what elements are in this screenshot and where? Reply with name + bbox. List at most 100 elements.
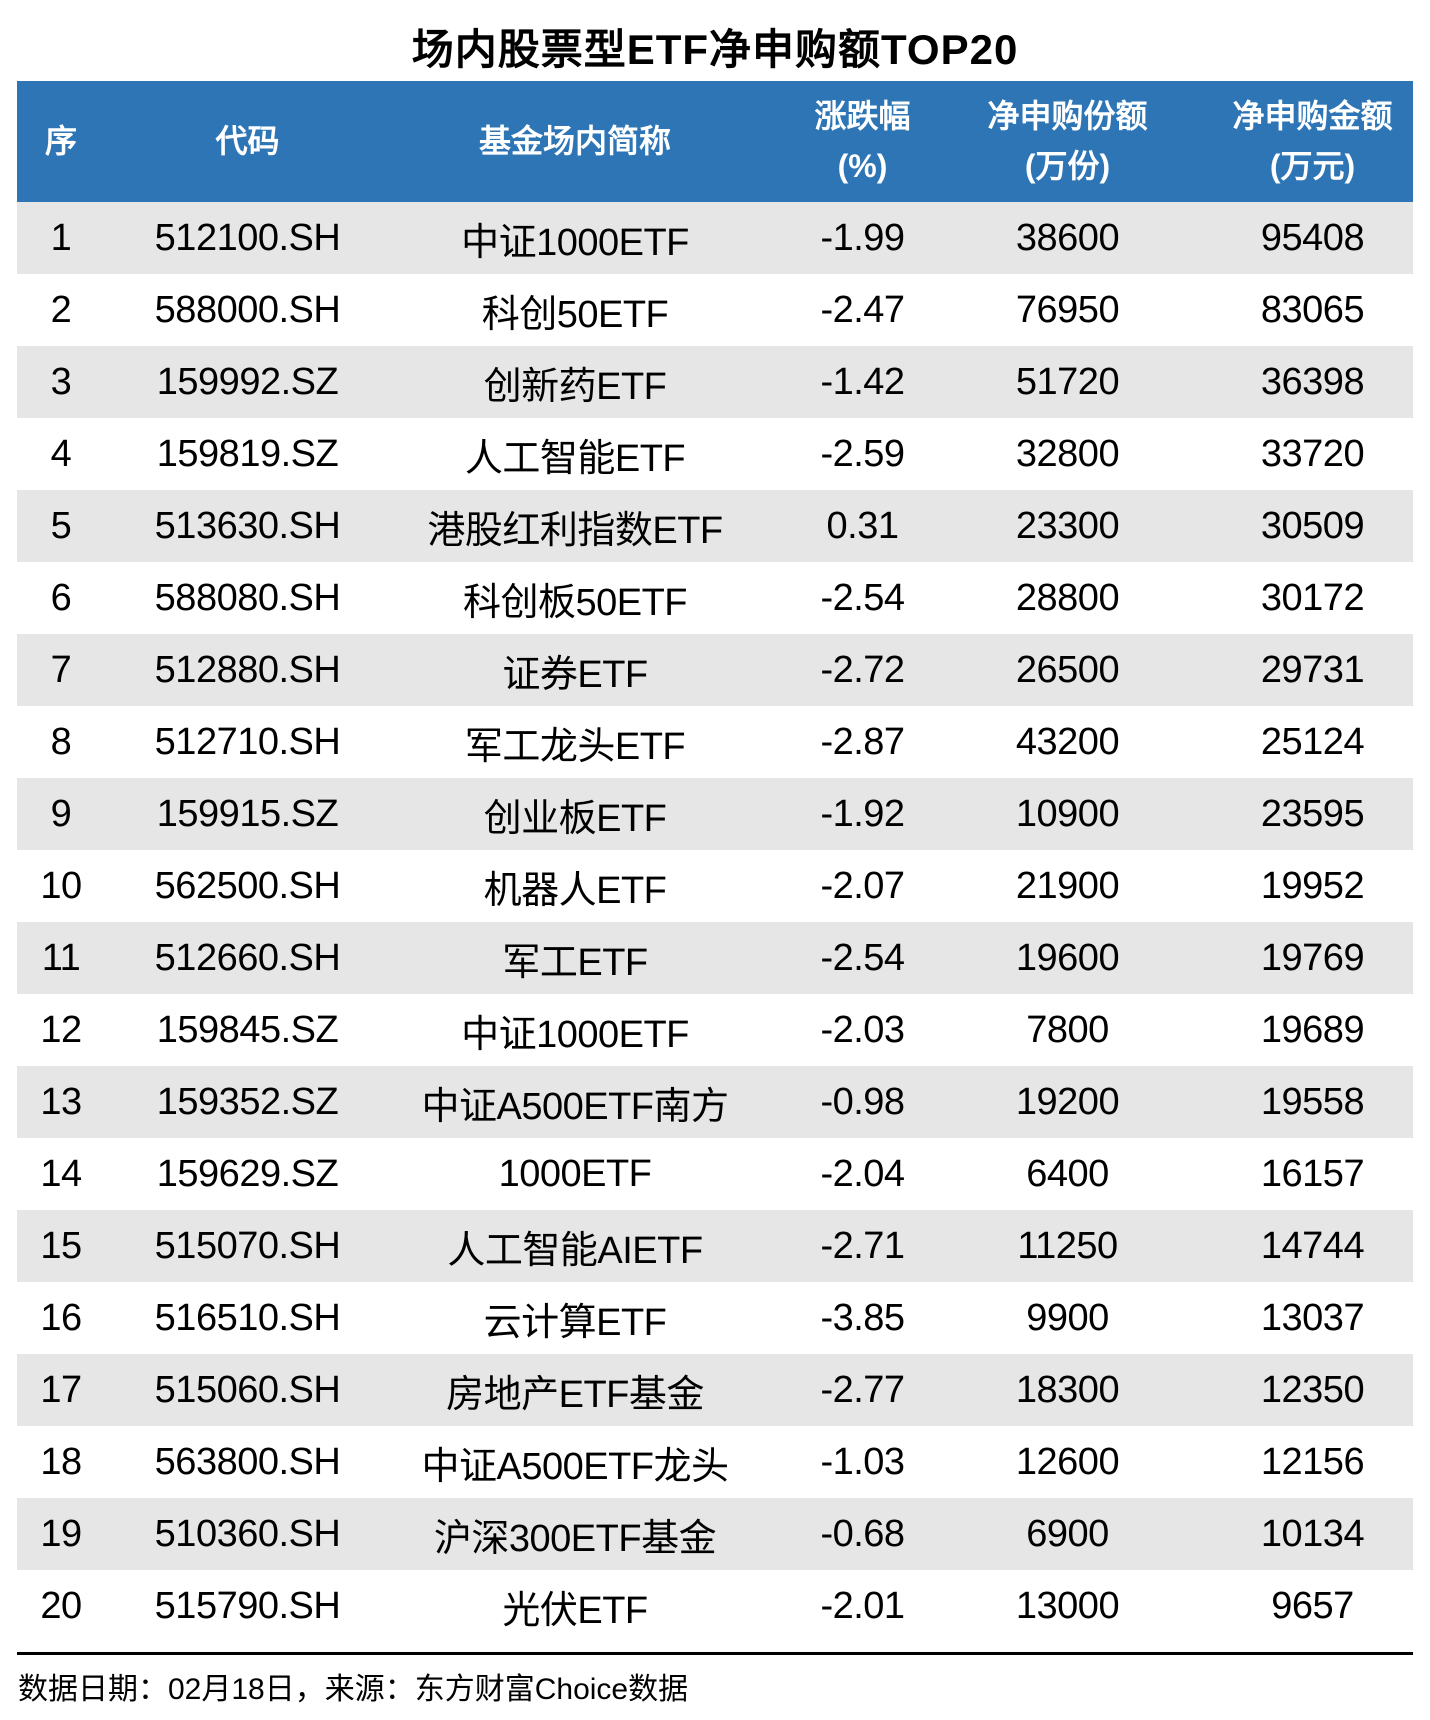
col-header-unit: (%) bbox=[837, 147, 888, 184]
cell-change-pct: -1.42 bbox=[760, 346, 965, 418]
cell-net-shares: 28800 bbox=[965, 562, 1170, 634]
cell-net-shares: 76950 bbox=[965, 274, 1170, 346]
cell-fund-name: 1000ETF bbox=[390, 1138, 760, 1210]
cell-net-shares: 23300 bbox=[965, 490, 1170, 562]
cell-seq: 16 bbox=[17, 1282, 105, 1354]
cell-fund-name: 中证A500ETF南方 bbox=[390, 1066, 760, 1138]
cell-fund-name: 科创板50ETF bbox=[390, 562, 760, 634]
cell-code: 159629.SZ bbox=[105, 1138, 390, 1210]
cell-net-shares: 13000 bbox=[965, 1570, 1170, 1642]
col-header-net-shares: 净申购份额 (万份) bbox=[965, 81, 1170, 202]
cell-change-pct: -1.92 bbox=[760, 778, 965, 850]
table-row: 18 563800.SH 中证A500ETF龙头 -1.03 12600 121… bbox=[17, 1426, 1413, 1498]
cell-code: 512880.SH bbox=[105, 634, 390, 706]
col-header-label: 基金场内简称 bbox=[478, 122, 671, 159]
cell-net-shares: 19600 bbox=[965, 922, 1170, 994]
cell-net-shares: 6900 bbox=[965, 1498, 1170, 1570]
cell-fund-name: 沪深300ETF基金 bbox=[390, 1498, 760, 1570]
page-title: 场内股票型ETF净申购额TOP20 bbox=[411, 26, 1019, 73]
cell-fund-name: 光伏ETF bbox=[390, 1570, 760, 1642]
table-row: 15 515070.SH 人工智能AIETF -2.71 11250 14744 bbox=[17, 1210, 1413, 1282]
cell-change-pct: -2.07 bbox=[760, 850, 965, 922]
table-row: 1 512100.SH 中证1000ETF -1.99 38600 95408 bbox=[17, 202, 1413, 274]
cell-code: 159915.SZ bbox=[105, 778, 390, 850]
cell-net-amount: 13037 bbox=[1170, 1282, 1413, 1354]
cell-seq: 3 bbox=[17, 346, 105, 418]
cell-code: 512100.SH bbox=[105, 202, 390, 274]
cell-seq: 14 bbox=[17, 1138, 105, 1210]
data-source-note: 数据日期：02月18日，来源：东方财富Choice数据 bbox=[18, 1673, 689, 1706]
cell-net-shares: 21900 bbox=[965, 850, 1170, 922]
col-header-label: 序 bbox=[44, 122, 77, 159]
cell-net-amount: 25124 bbox=[1170, 706, 1413, 778]
cell-change-pct: -0.68 bbox=[760, 1498, 965, 1570]
cell-change-pct: 0.31 bbox=[760, 490, 965, 562]
cell-net-shares: 18300 bbox=[965, 1354, 1170, 1426]
cell-fund-name: 创业板ETF bbox=[390, 778, 760, 850]
table-row: 5 513630.SH 港股红利指数ETF 0.31 23300 30509 bbox=[17, 490, 1413, 562]
cell-change-pct: -2.54 bbox=[760, 562, 965, 634]
table-row: 14 159629.SZ 1000ETF -2.04 6400 16157 bbox=[17, 1138, 1413, 1210]
cell-fund-name: 创新药ETF bbox=[390, 346, 760, 418]
cell-fund-name: 军工ETF bbox=[390, 922, 760, 994]
cell-net-shares: 26500 bbox=[965, 634, 1170, 706]
cell-change-pct: -2.87 bbox=[760, 706, 965, 778]
col-header-net-amount: 净申购金额 (万元) bbox=[1170, 81, 1413, 202]
cell-net-shares: 10900 bbox=[965, 778, 1170, 850]
table-row: 19 510360.SH 沪深300ETF基金 -0.68 6900 10134 bbox=[17, 1498, 1413, 1570]
cell-seq: 4 bbox=[17, 418, 105, 490]
cell-net-amount: 19558 bbox=[1170, 1066, 1413, 1138]
cell-change-pct: -2.03 bbox=[760, 994, 965, 1066]
cell-net-shares: 12600 bbox=[965, 1426, 1170, 1498]
table-row: 20 515790.SH 光伏ETF -2.01 13000 9657 bbox=[17, 1570, 1413, 1642]
cell-change-pct: -3.85 bbox=[760, 1282, 965, 1354]
cell-seq: 2 bbox=[17, 274, 105, 346]
cell-fund-name: 人工智能AIETF bbox=[390, 1210, 760, 1282]
col-header-label: 净申购份额 bbox=[987, 97, 1148, 134]
cell-net-amount: 16157 bbox=[1170, 1138, 1413, 1210]
cell-code: 515060.SH bbox=[105, 1354, 390, 1426]
cell-seq: 15 bbox=[17, 1210, 105, 1282]
cell-net-shares: 43200 bbox=[965, 706, 1170, 778]
cell-net-amount: 83065 bbox=[1170, 274, 1413, 346]
cell-change-pct: -2.59 bbox=[760, 418, 965, 490]
cell-seq: 17 bbox=[17, 1354, 105, 1426]
table-row: 13 159352.SZ 中证A500ETF南方 -0.98 19200 195… bbox=[17, 1066, 1413, 1138]
cell-fund-name: 军工龙头ETF bbox=[390, 706, 760, 778]
cell-net-shares: 38600 bbox=[965, 202, 1170, 274]
cell-seq: 5 bbox=[17, 490, 105, 562]
cell-change-pct: -2.77 bbox=[760, 1354, 965, 1426]
cell-seq: 13 bbox=[17, 1066, 105, 1138]
cell-change-pct: -2.47 bbox=[760, 274, 965, 346]
cell-fund-name: 房地产ETF基金 bbox=[390, 1354, 760, 1426]
cell-code: 515070.SH bbox=[105, 1210, 390, 1282]
cell-seq: 9 bbox=[17, 778, 105, 850]
cell-seq: 10 bbox=[17, 850, 105, 922]
cell-net-amount: 36398 bbox=[1170, 346, 1413, 418]
cell-net-amount: 12156 bbox=[1170, 1426, 1413, 1498]
cell-net-amount: 14744 bbox=[1170, 1210, 1413, 1282]
cell-fund-name: 中证A500ETF龙头 bbox=[390, 1426, 760, 1498]
cell-fund-name: 机器人ETF bbox=[390, 850, 760, 922]
cell-net-amount: 10134 bbox=[1170, 1498, 1413, 1570]
table-row: 9 159915.SZ 创业板ETF -1.92 10900 23595 bbox=[17, 778, 1413, 850]
table-row: 7 512880.SH 证券ETF -2.72 26500 29731 bbox=[17, 634, 1413, 706]
cell-code: 515790.SH bbox=[105, 1570, 390, 1642]
cell-net-shares: 32800 bbox=[965, 418, 1170, 490]
cell-net-amount: 19769 bbox=[1170, 922, 1413, 994]
cell-fund-name: 证券ETF bbox=[390, 634, 760, 706]
table-row: 4 159819.SZ 人工智能ETF -2.59 32800 33720 bbox=[17, 418, 1413, 490]
table-row: 2 588000.SH 科创50ETF -2.47 76950 83065 bbox=[17, 274, 1413, 346]
cell-seq: 12 bbox=[17, 994, 105, 1066]
cell-seq: 8 bbox=[17, 706, 105, 778]
table-row: 16 516510.SH 云计算ETF -3.85 9900 13037 bbox=[17, 1282, 1413, 1354]
table-row: 3 159992.SZ 创新药ETF -1.42 51720 36398 bbox=[17, 346, 1413, 418]
col-header-label: 涨跌幅 bbox=[814, 97, 911, 134]
cell-code: 516510.SH bbox=[105, 1282, 390, 1354]
table-row: 10 562500.SH 机器人ETF -2.07 21900 19952 bbox=[17, 850, 1413, 922]
cell-code: 588000.SH bbox=[105, 274, 390, 346]
cell-change-pct: -2.04 bbox=[760, 1138, 965, 1210]
cell-code: 512660.SH bbox=[105, 922, 390, 994]
cell-net-amount: 30509 bbox=[1170, 490, 1413, 562]
col-header-unit: (万份) bbox=[1024, 147, 1111, 184]
